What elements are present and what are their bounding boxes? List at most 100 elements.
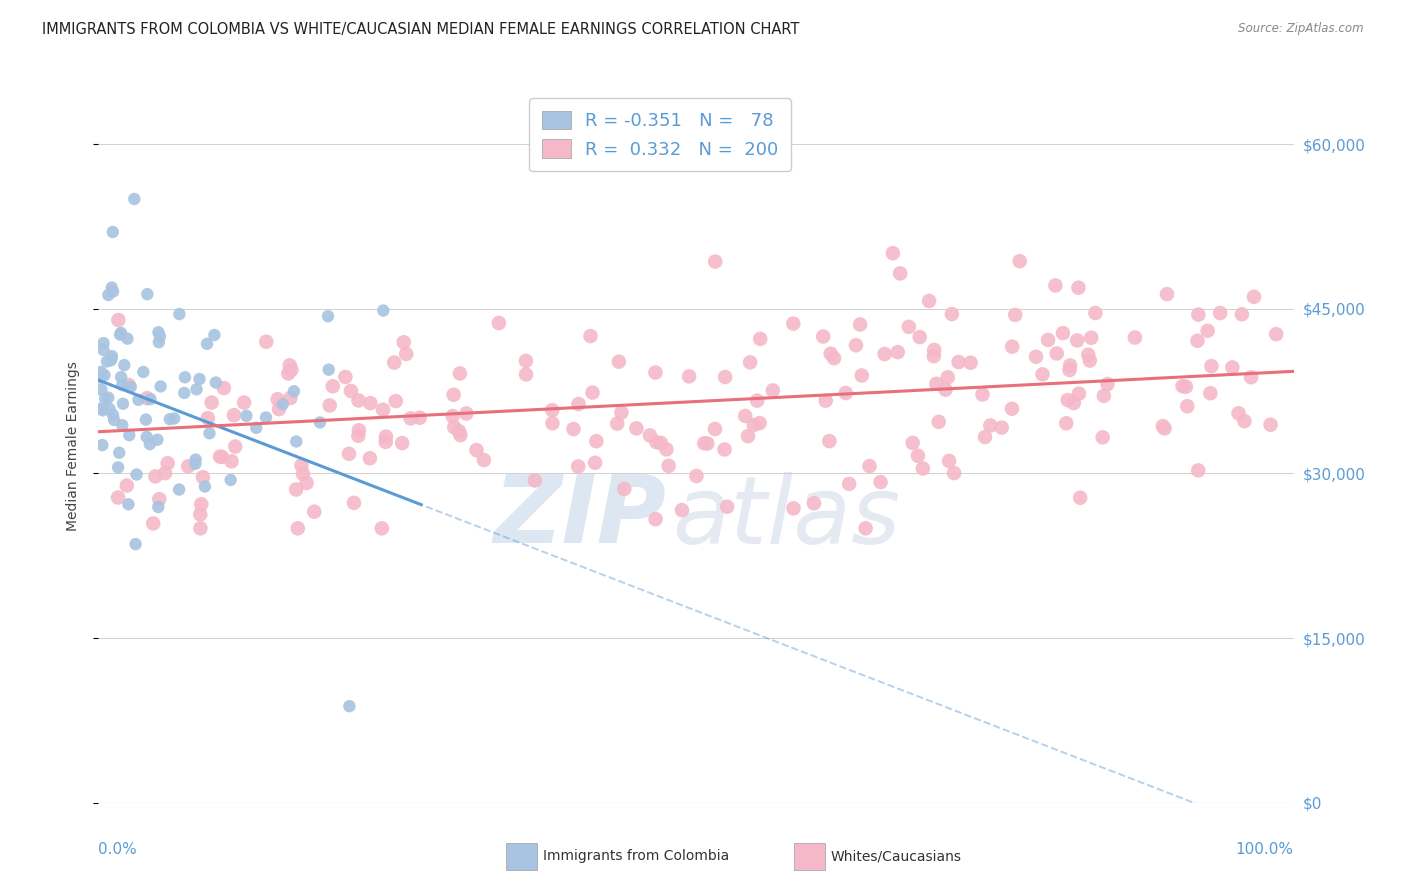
Point bbox=[278, 359, 301, 373]
Point bbox=[515, 368, 537, 382]
Point bbox=[359, 396, 381, 410]
Point bbox=[374, 434, 396, 449]
Point bbox=[97, 391, 120, 405]
Point bbox=[93, 343, 115, 357]
Point bbox=[650, 436, 672, 450]
Point bbox=[285, 434, 308, 449]
Point bbox=[713, 442, 735, 457]
Point bbox=[222, 408, 245, 422]
Point bbox=[1187, 334, 1209, 348]
Point bbox=[202, 328, 225, 343]
Point bbox=[90, 401, 112, 416]
Point bbox=[749, 332, 772, 346]
Point bbox=[340, 384, 363, 398]
Point bbox=[607, 354, 630, 368]
Point bbox=[254, 410, 277, 425]
Point bbox=[117, 497, 139, 511]
Point bbox=[100, 280, 122, 294]
Point bbox=[391, 436, 413, 450]
Point bbox=[1175, 399, 1198, 413]
Point bbox=[782, 317, 804, 331]
Point bbox=[456, 407, 478, 421]
Point bbox=[135, 430, 157, 444]
Point bbox=[465, 443, 488, 458]
Text: ZIP: ZIP bbox=[494, 471, 666, 564]
Point bbox=[990, 420, 1012, 434]
Point bbox=[655, 442, 678, 457]
Point bbox=[948, 355, 970, 369]
Point bbox=[146, 433, 169, 447]
Point bbox=[347, 393, 370, 408]
Point bbox=[567, 459, 589, 474]
Point bbox=[159, 412, 181, 426]
Point bbox=[186, 383, 208, 397]
Point bbox=[101, 285, 124, 299]
Point bbox=[205, 376, 228, 390]
Point bbox=[716, 500, 738, 514]
Point bbox=[1187, 463, 1209, 477]
Point bbox=[626, 421, 648, 435]
Point bbox=[869, 475, 891, 489]
Point bbox=[108, 327, 131, 342]
Point bbox=[115, 478, 138, 492]
Point bbox=[974, 430, 997, 444]
Point bbox=[645, 435, 668, 450]
Point bbox=[581, 385, 603, 400]
Point bbox=[266, 392, 288, 407]
Point bbox=[173, 386, 195, 401]
Point bbox=[177, 459, 200, 474]
Point bbox=[907, 449, 929, 463]
Point bbox=[523, 474, 546, 488]
Point bbox=[567, 397, 589, 411]
Point bbox=[90, 383, 112, 397]
Point bbox=[103, 413, 125, 427]
Point bbox=[191, 470, 214, 484]
Point bbox=[1001, 401, 1024, 416]
Point bbox=[1059, 363, 1081, 377]
Point bbox=[610, 406, 633, 420]
Point bbox=[91, 403, 114, 417]
Point bbox=[1004, 308, 1026, 322]
Point bbox=[747, 393, 769, 408]
Point bbox=[188, 508, 211, 522]
Point bbox=[91, 438, 114, 452]
Point bbox=[638, 428, 661, 442]
Point bbox=[316, 310, 339, 324]
Point bbox=[908, 330, 931, 344]
Point bbox=[1091, 430, 1114, 444]
Point bbox=[541, 403, 564, 417]
Point bbox=[803, 496, 825, 510]
Text: 100.0%: 100.0% bbox=[1236, 842, 1294, 857]
Point bbox=[139, 437, 162, 451]
Point bbox=[347, 429, 370, 443]
Point bbox=[644, 512, 666, 526]
Text: Source: ZipAtlas.com: Source: ZipAtlas.com bbox=[1239, 22, 1364, 36]
Point bbox=[889, 266, 911, 280]
Point bbox=[110, 370, 132, 384]
Point bbox=[1066, 334, 1088, 348]
Point bbox=[153, 466, 176, 480]
Point bbox=[371, 402, 394, 417]
Point bbox=[212, 381, 235, 395]
Point bbox=[111, 397, 134, 411]
Point bbox=[309, 416, 332, 430]
Point bbox=[98, 401, 121, 416]
Point bbox=[399, 411, 422, 425]
Point bbox=[384, 394, 406, 409]
Point bbox=[343, 496, 366, 510]
Point bbox=[658, 458, 681, 473]
Point bbox=[304, 505, 326, 519]
Point bbox=[441, 409, 464, 423]
Point bbox=[197, 411, 219, 425]
Point bbox=[936, 370, 959, 384]
Point bbox=[1031, 368, 1053, 382]
Point bbox=[1197, 324, 1219, 338]
Point bbox=[714, 370, 737, 384]
Point bbox=[1233, 414, 1256, 428]
Point bbox=[811, 329, 834, 343]
Point bbox=[1201, 359, 1223, 373]
Point bbox=[855, 521, 877, 535]
Point bbox=[93, 368, 115, 383]
Point bbox=[287, 521, 309, 535]
Point bbox=[882, 246, 904, 260]
